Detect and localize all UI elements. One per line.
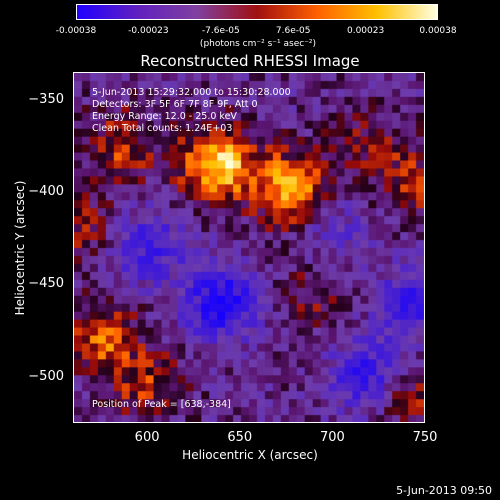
info-energy-range: Energy Range: 12.0 - 25.0 keV <box>92 111 237 122</box>
x-tick-label: 700 <box>319 430 345 445</box>
chart-title: Reconstructed RHESSI Image <box>140 52 360 70</box>
heatmap-image <box>74 73 424 422</box>
x-tick-label: 650 <box>227 430 253 445</box>
x-tick-label: 750 <box>412 430 438 445</box>
peak-position-label: Position of Peak = [638,-384] <box>92 399 231 410</box>
x-tick-label: 600 <box>134 430 160 445</box>
x-axis-label: Heliocentric X (arcsec) <box>182 448 318 462</box>
colorbar-tick-label: 0.00038 <box>419 26 457 36</box>
colorbar-tick-label: 0.00023 <box>346 26 385 36</box>
colorbar-tick-label: -0.00023 <box>128 26 169 36</box>
y-tick-label: −500 <box>28 368 64 384</box>
colorbar-units: (photons cm⁻² s⁻¹ asec⁻²) <box>199 39 317 49</box>
info-detectors: Detectors: 3F 5F 6F 7F 8F 9F, Att 0 <box>92 99 258 110</box>
info-total-counts: Clean Total counts: 1.24E+03 <box>92 123 233 134</box>
y-tick-label: −450 <box>28 276 64 292</box>
colorbar-tick-label: -7.6e-05 <box>201 26 240 36</box>
y-tick-label: −400 <box>28 184 64 200</box>
colorbar-tick-label: 7.6e-05 <box>275 26 311 36</box>
y-axis-label: Heliocentric Y (arcsec) <box>13 180 27 316</box>
colorbar <box>76 4 438 20</box>
colorbar-tick-label: -0.00038 <box>55 26 97 36</box>
plot-area: 5-Jun-2013 15:29:32.000 to 15:30:28.000 … <box>73 72 425 423</box>
info-time-range: 5-Jun-2013 15:29:32.000 to 15:30:28.000 <box>92 87 291 98</box>
y-tick-label: −350 <box>28 91 64 107</box>
timestamp: 5-Jun-2013 09:50 <box>396 484 492 497</box>
